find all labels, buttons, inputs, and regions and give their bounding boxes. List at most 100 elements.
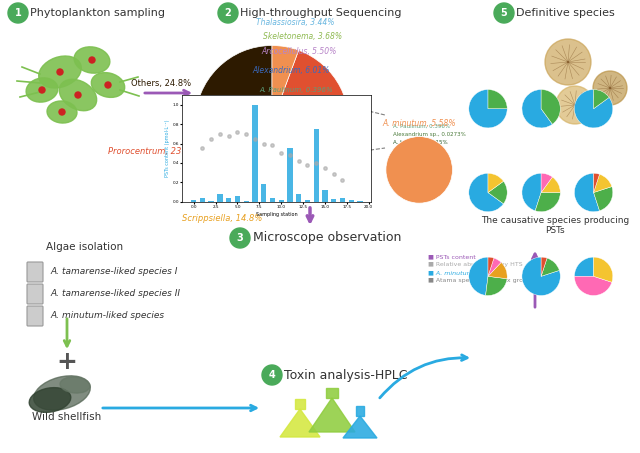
Wedge shape bbox=[535, 193, 561, 212]
Text: ■ A. minutum: ■ A. minutum bbox=[428, 270, 473, 275]
Y-axis label: PSTs content (pmol·L⁻¹): PSTs content (pmol·L⁻¹) bbox=[164, 120, 170, 177]
Text: 3: 3 bbox=[237, 233, 243, 243]
Wedge shape bbox=[522, 90, 552, 128]
Wedge shape bbox=[469, 90, 507, 128]
Bar bbox=[200, 198, 205, 202]
Wedge shape bbox=[522, 173, 541, 211]
Circle shape bbox=[59, 109, 65, 115]
Wedge shape bbox=[594, 90, 609, 109]
Wedge shape bbox=[541, 257, 547, 276]
X-axis label: Sampling station: Sampling station bbox=[256, 212, 298, 217]
Text: Algae isolation: Algae isolation bbox=[47, 242, 124, 252]
Wedge shape bbox=[541, 177, 561, 193]
Bar bbox=[244, 201, 249, 202]
Text: Alexandrium sp., 0.0273%: Alexandrium sp., 0.0273% bbox=[255, 103, 338, 108]
Bar bbox=[340, 198, 345, 202]
Circle shape bbox=[218, 3, 238, 23]
Wedge shape bbox=[575, 276, 612, 295]
Bar bbox=[252, 105, 257, 202]
Wedge shape bbox=[575, 90, 612, 128]
Text: The causative species producing PSTs: The causative species producing PSTs bbox=[481, 216, 629, 236]
Wedge shape bbox=[245, 122, 272, 195]
Circle shape bbox=[545, 39, 591, 85]
Text: ■ PSTs content: ■ PSTs content bbox=[428, 254, 476, 259]
Point bbox=[223, 132, 234, 140]
Bar bbox=[357, 201, 363, 202]
Text: 1: 1 bbox=[15, 8, 21, 18]
Wedge shape bbox=[541, 173, 552, 193]
Wedge shape bbox=[488, 173, 504, 193]
Polygon shape bbox=[356, 406, 364, 416]
Text: High-throughput Sequencing: High-throughput Sequencing bbox=[240, 8, 401, 18]
Text: Alexandrium sp., 0.0273%: Alexandrium sp., 0.0273% bbox=[393, 132, 466, 137]
Wedge shape bbox=[488, 181, 508, 204]
Bar bbox=[331, 199, 337, 202]
Text: A. tamarense-liked species II: A. tamarense-liked species II bbox=[50, 289, 180, 299]
Ellipse shape bbox=[29, 388, 71, 412]
Bar bbox=[217, 194, 223, 202]
Point bbox=[311, 159, 321, 167]
Bar bbox=[296, 194, 301, 202]
Wedge shape bbox=[386, 137, 452, 203]
Wedge shape bbox=[541, 258, 559, 276]
Wedge shape bbox=[219, 122, 272, 193]
Bar bbox=[278, 200, 284, 202]
Circle shape bbox=[230, 228, 250, 248]
FancyBboxPatch shape bbox=[27, 306, 43, 326]
Text: Scrippsiella, 14.8%: Scrippsiella, 14.8% bbox=[182, 214, 262, 223]
Wedge shape bbox=[195, 45, 272, 122]
Wedge shape bbox=[272, 122, 346, 194]
Ellipse shape bbox=[26, 78, 58, 102]
Wedge shape bbox=[488, 262, 507, 279]
Text: 5: 5 bbox=[500, 8, 508, 18]
Bar bbox=[209, 201, 214, 202]
Circle shape bbox=[593, 71, 627, 105]
Wedge shape bbox=[486, 276, 507, 295]
Bar bbox=[314, 129, 319, 202]
Circle shape bbox=[262, 365, 282, 385]
Text: A. tamarec, 0.615%: A. tamarec, 0.615% bbox=[265, 116, 328, 121]
Ellipse shape bbox=[74, 47, 110, 73]
Text: Sinophysis, 10.7%: Sinophysis, 10.7% bbox=[226, 188, 303, 198]
Wedge shape bbox=[488, 90, 507, 109]
Ellipse shape bbox=[34, 376, 90, 410]
Point bbox=[250, 135, 260, 142]
Text: +: + bbox=[56, 350, 77, 374]
Point bbox=[241, 130, 252, 137]
Text: A. minutum-liked species: A. minutum-liked species bbox=[50, 312, 164, 321]
Bar bbox=[191, 200, 196, 202]
Ellipse shape bbox=[47, 101, 77, 123]
Text: A. tamarense-liked species I: A. tamarense-liked species I bbox=[50, 268, 177, 276]
Text: ■ Atama species complex group IV: ■ Atama species complex group IV bbox=[428, 278, 539, 283]
FancyBboxPatch shape bbox=[27, 262, 43, 282]
Text: ■ Relative abundance by HTS: ■ Relative abundance by HTS bbox=[428, 262, 523, 267]
Point bbox=[276, 149, 286, 157]
Circle shape bbox=[75, 92, 81, 98]
Wedge shape bbox=[594, 257, 612, 282]
Text: Alexandrium, 6.01%: Alexandrium, 6.01% bbox=[252, 66, 330, 75]
Text: Definitive species: Definitive species bbox=[516, 8, 615, 18]
Point bbox=[294, 157, 304, 164]
Wedge shape bbox=[594, 173, 600, 193]
FancyBboxPatch shape bbox=[27, 284, 43, 304]
Polygon shape bbox=[326, 388, 338, 398]
Point bbox=[320, 164, 330, 171]
Point bbox=[232, 128, 243, 135]
Point bbox=[215, 130, 225, 137]
Point bbox=[337, 177, 348, 184]
Bar bbox=[323, 190, 328, 202]
Text: Thalassiosira, 3.44%: Thalassiosira, 3.44% bbox=[256, 18, 334, 27]
Circle shape bbox=[556, 86, 594, 124]
Point bbox=[197, 145, 207, 152]
Text: A. tamarec, 0.615%: A. tamarec, 0.615% bbox=[393, 140, 447, 145]
Text: A. Paulinum, 0.396%: A. Paulinum, 0.396% bbox=[260, 87, 333, 93]
Polygon shape bbox=[343, 416, 377, 438]
Wedge shape bbox=[203, 122, 272, 178]
Wedge shape bbox=[243, 122, 272, 194]
Text: Skeletonema, 3.68%: Skeletonema, 3.68% bbox=[263, 32, 342, 41]
Point bbox=[259, 140, 269, 147]
Point bbox=[328, 171, 339, 178]
Wedge shape bbox=[272, 50, 349, 143]
Circle shape bbox=[89, 57, 95, 63]
Text: Arcocellulus, 5.50%: Arcocellulus, 5.50% bbox=[261, 47, 337, 56]
